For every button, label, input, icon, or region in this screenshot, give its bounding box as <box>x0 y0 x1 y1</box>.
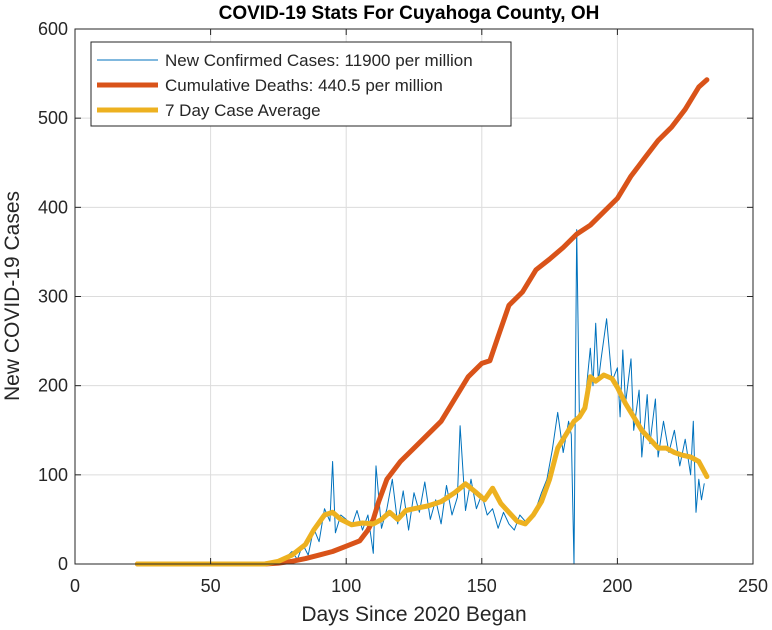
x-tick-label: 150 <box>467 576 497 596</box>
legend-label-cumulative-deaths: Cumulative Deaths: 440.5 per million <box>165 76 443 95</box>
seven-day-average-line <box>134 372 710 567</box>
y-tick-label: 100 <box>38 465 68 485</box>
x-tick-label: 0 <box>70 576 80 596</box>
plot-area <box>134 77 710 567</box>
y-axis-label: New COVID-19 Cases <box>1 191 24 401</box>
x-tick-label: 200 <box>602 576 632 596</box>
cumulative-deaths-line <box>134 77 710 567</box>
x-tick-label: 100 <box>331 576 361 596</box>
legend-label-new-cases: New Confirmed Cases: 11900 per million <box>165 51 473 70</box>
axis-ticks: 0 50 100 150 200 250 0 100 200 300 400 500 600 <box>38 19 768 596</box>
y-tick-label: 600 <box>38 19 68 39</box>
legend-label-seven-day-average: 7 Day Case Average <box>165 101 321 120</box>
x-tick-label: 250 <box>738 576 768 596</box>
y-tick-label: 400 <box>38 197 68 217</box>
y-tick-label: 300 <box>38 287 68 307</box>
legend: New Confirmed Cases: 11900 per million C… <box>90 41 512 127</box>
x-tick-label: 50 <box>201 576 221 596</box>
chart-title: COVID-19 Stats For Cuyahoga County, OH <box>219 3 600 24</box>
y-tick-label: 200 <box>38 376 68 396</box>
x-axis-label: Days Since 2020 Began <box>301 603 526 626</box>
legend-box <box>90 41 512 127</box>
y-tick-label: 500 <box>38 108 68 128</box>
y-tick-label: 0 <box>58 554 68 574</box>
